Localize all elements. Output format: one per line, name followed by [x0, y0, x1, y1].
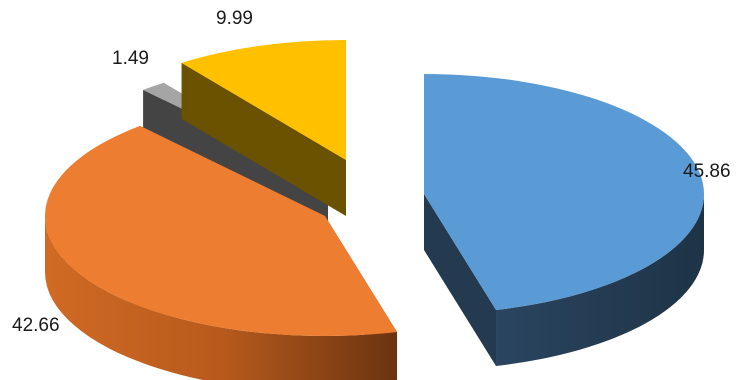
data-label-slice-1: 45.86: [683, 161, 731, 182]
slices-layer: [44, 40, 705, 380]
pie-slice-2-side: [45, 216, 398, 380]
pie-slice-4-wall-1: [181, 62, 346, 217]
pie-slice-1-wall-2: [424, 194, 497, 366]
data-label-slice-4: 9.99: [216, 8, 253, 29]
labels-layer: 45.86 42.66 1.49 9.99: [12, 8, 731, 336]
pie-slice-4-top: [181, 40, 346, 160]
data-label-slice-3: 1.49: [112, 48, 149, 69]
pie-slice-4: [181, 40, 346, 217]
pie-slice-2: [44, 125, 398, 380]
pie-slice-1-top: [424, 74, 705, 310]
pie-slice-2-top: [44, 125, 398, 337]
pie-slice-1: [424, 74, 705, 366]
pie-slice-1-side: [496, 194, 704, 366]
data-label-slice-2: 42.66: [12, 315, 60, 336]
